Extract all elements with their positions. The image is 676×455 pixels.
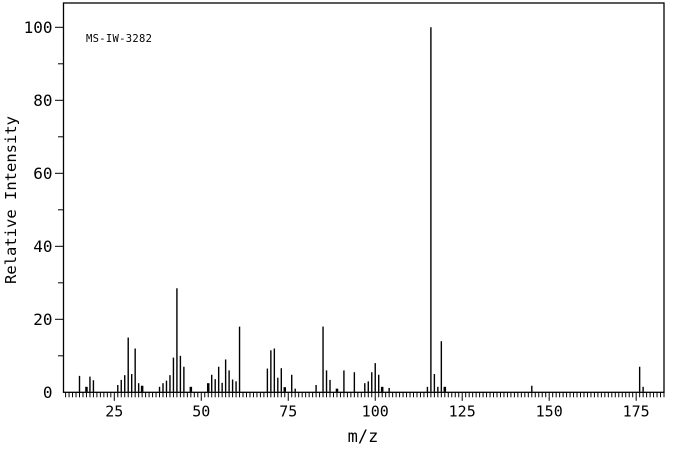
plot-frame [62, 2, 665, 393]
plot-frame-group [62, 2, 665, 393]
y-axis-labels: 0 20 40 60 80 100 [24, 18, 53, 402]
y-axis-title: Relative Intensity [2, 116, 20, 284]
y-tick-label: 100 [24, 18, 53, 37]
peaks [78, 27, 644, 392]
x-tick-label: 25 [105, 402, 123, 420]
x-tick-label: 75 [279, 402, 297, 420]
y-axis-ticks [55, 26, 64, 357]
y-tick-label: 60 [33, 164, 52, 183]
y-tick-label: 0 [43, 383, 53, 402]
x-axis-title: m/z [348, 427, 379, 447]
x-axis-ticks [65, 392, 665, 401]
x-tick-label: 125 [449, 402, 476, 420]
y-tick-label: 20 [33, 310, 52, 329]
x-tick-label: 50 [192, 402, 210, 420]
y-tick-label: 40 [33, 237, 52, 256]
spectrum-id-label: MS-IW-3282 [86, 33, 152, 45]
x-axis-labels: 25 50 75 100 125 150 175 [105, 402, 649, 420]
x-tick-label: 100 [362, 402, 389, 420]
x-tick-label: 150 [536, 402, 563, 420]
x-tick-label: 175 [623, 402, 650, 420]
y-tick-label: 80 [33, 91, 52, 110]
